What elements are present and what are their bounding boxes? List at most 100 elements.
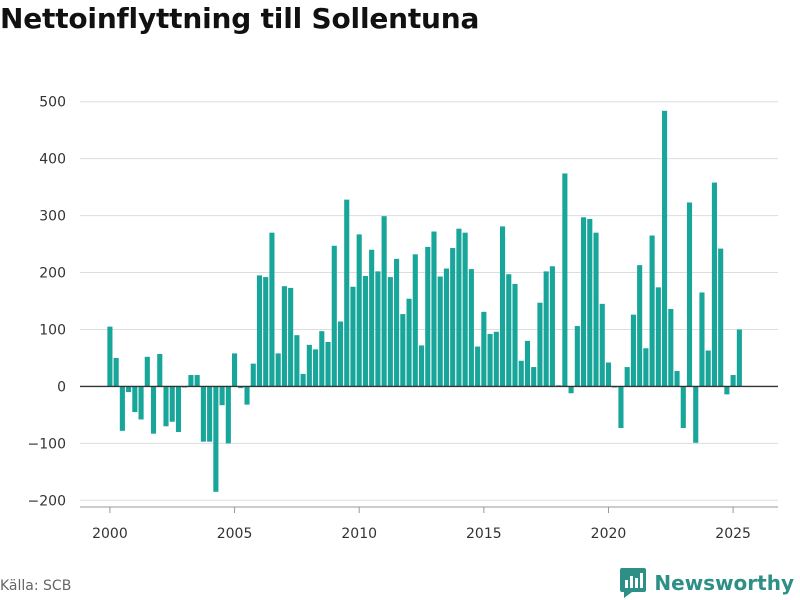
bar <box>126 386 132 393</box>
bar <box>175 386 182 432</box>
bar <box>381 216 387 387</box>
bar <box>387 277 393 387</box>
bar <box>107 326 113 387</box>
bar <box>313 349 319 387</box>
bar <box>269 232 275 387</box>
bar <box>456 228 462 387</box>
bar <box>356 234 362 387</box>
bar <box>207 386 213 442</box>
bar <box>138 386 144 420</box>
bar <box>543 271 549 387</box>
bar <box>581 217 587 387</box>
y-tick-label: 0 <box>57 379 66 395</box>
y-tick-label: 500 <box>39 95 66 111</box>
bar <box>256 275 263 387</box>
bar <box>674 371 680 387</box>
bar <box>113 357 119 387</box>
bar <box>344 199 350 387</box>
bar <box>213 386 219 492</box>
bar <box>499 226 506 387</box>
bar <box>306 344 312 387</box>
bar <box>649 235 655 387</box>
bar <box>443 268 449 387</box>
bar <box>668 308 674 387</box>
newsworthy-brand: Newsworthy <box>620 568 794 598</box>
bar <box>699 292 705 387</box>
bar <box>232 353 238 387</box>
bar <box>537 302 543 387</box>
bar <box>431 231 437 387</box>
bar <box>319 331 325 387</box>
y-tick-label: 100 <box>39 322 66 338</box>
bar <box>288 287 294 387</box>
bar <box>337 321 344 387</box>
bar <box>418 345 425 387</box>
bar <box>599 303 605 387</box>
bars <box>107 110 742 492</box>
bar <box>487 334 493 387</box>
bar <box>238 386 244 389</box>
bar <box>506 274 512 387</box>
bar <box>250 363 256 387</box>
bar <box>587 219 593 387</box>
y-tick-label: −200 <box>28 493 66 509</box>
bar <box>730 375 736 387</box>
bar <box>562 173 568 387</box>
bar <box>194 375 200 387</box>
bar <box>736 329 742 387</box>
bar <box>549 266 555 387</box>
bar <box>574 326 580 387</box>
brand-name: Newsworthy <box>654 571 794 595</box>
bar <box>144 356 150 387</box>
bar <box>350 286 356 387</box>
bar <box>481 311 487 387</box>
bar <box>132 386 138 413</box>
bar <box>188 375 194 387</box>
bar <box>531 367 537 387</box>
y-axis-tick-labels: −200 −100 0 100 200 300 400 500 <box>28 95 66 510</box>
bar <box>219 386 225 406</box>
x-axis-tick-labels: 2000 2005 2010 2015 2020 2025 <box>92 526 751 542</box>
bar <box>244 386 250 405</box>
bar <box>200 386 206 442</box>
bar <box>169 386 175 422</box>
bar <box>425 246 431 387</box>
bar <box>281 286 287 387</box>
bar <box>686 202 693 387</box>
x-tick-label: 2010 <box>341 526 377 542</box>
newsworthy-logo-icon <box>620 568 647 598</box>
y-tick-label: 200 <box>39 266 66 282</box>
bar <box>655 287 661 387</box>
bar <box>693 386 699 443</box>
bar <box>369 249 375 387</box>
bar <box>493 331 499 387</box>
bar <box>462 232 468 387</box>
bar <box>618 386 624 428</box>
bar <box>637 265 643 387</box>
bar <box>512 283 518 387</box>
bar <box>468 269 474 387</box>
bar <box>605 362 612 387</box>
source-label: Källa: SCB <box>0 578 72 594</box>
x-tick-label: 2020 <box>591 526 627 542</box>
y-tick-label: 400 <box>39 152 66 168</box>
bar <box>294 335 300 387</box>
bar <box>724 386 730 395</box>
bar <box>705 350 711 387</box>
bar <box>624 367 630 387</box>
bar <box>394 258 400 387</box>
bar <box>475 346 481 387</box>
bar <box>593 232 599 387</box>
y-tick-label: −100 <box>28 436 66 452</box>
bar <box>157 353 163 387</box>
bar <box>437 276 443 387</box>
bar <box>375 271 381 387</box>
axes <box>80 385 778 513</box>
chart-title: Nettoinflyttning till Sollentuna <box>0 2 480 35</box>
bar <box>225 386 231 444</box>
bar <box>711 182 717 387</box>
bar <box>119 386 125 431</box>
x-tick-label: 2025 <box>715 526 751 542</box>
